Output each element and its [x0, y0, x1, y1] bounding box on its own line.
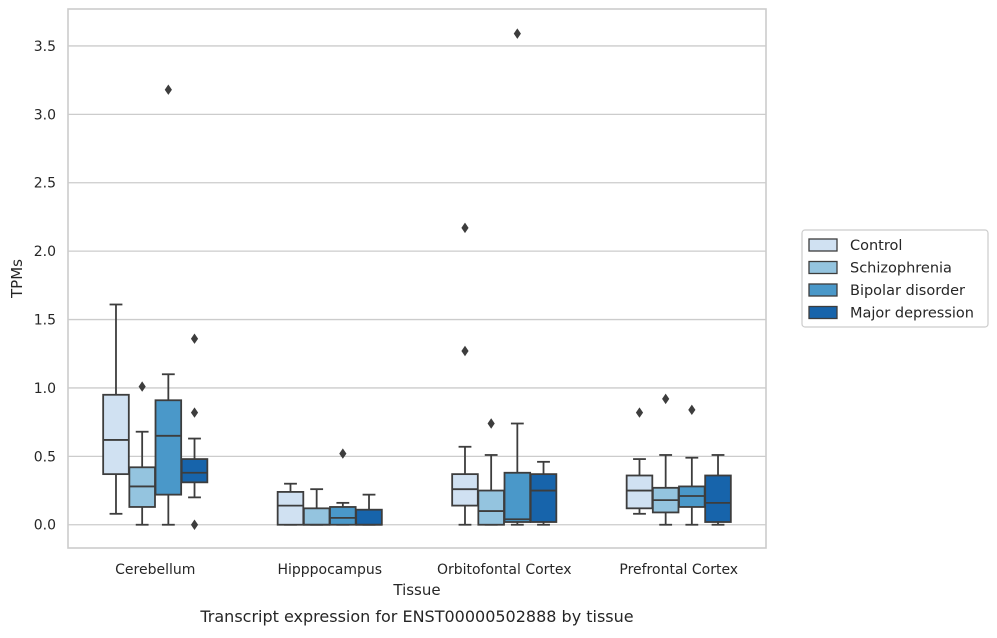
y-tick-label: 2.5	[34, 176, 56, 192]
plot-frame	[67, 8, 767, 549]
box-body	[477, 489, 505, 526]
box-layer	[102, 28, 732, 530]
y-tick-label: 2.0	[34, 244, 56, 260]
box-body	[180, 458, 209, 484]
box-schizophrenia	[477, 418, 505, 526]
outlier-point	[487, 418, 495, 429]
x-axis-label: Tissue	[392, 581, 440, 599]
outlier-point	[138, 381, 146, 392]
box-body	[102, 393, 130, 476]
box-control	[102, 303, 130, 515]
y-tick-label: 3.5	[34, 39, 56, 55]
y-tick-labels: 0.0 0.5 1.0 1.5 2.0 2.5 3.0 3.5	[34, 39, 56, 534]
outlier-point	[339, 448, 347, 459]
outlier-point	[190, 333, 199, 344]
legend-swatch	[808, 283, 838, 297]
box-body	[154, 399, 183, 496]
box-bipolar-disorder	[503, 28, 532, 526]
box-schizophrenia	[651, 393, 680, 526]
legend-swatch	[808, 260, 838, 275]
outlier-point	[635, 407, 644, 418]
legend-frame	[801, 229, 989, 328]
box-bipolar-disorder	[678, 404, 706, 526]
box-schizophrenia	[128, 381, 156, 526]
box-bipolar-disorder	[329, 448, 357, 526]
legend-swatch	[808, 305, 838, 320]
y-tick-label: 1.0	[34, 381, 56, 397]
outlier-point	[513, 28, 521, 39]
x-tick-label: Prefrontal Cortex	[619, 562, 738, 578]
legend-swatch	[808, 238, 838, 252]
box-schizophrenia	[302, 488, 331, 526]
box-body	[625, 474, 654, 510]
box-control	[276, 482, 305, 526]
x-tick-labels: Cerebellum Hipppocampus Orbitofontal Corte…	[115, 562, 738, 578]
box-body	[276, 491, 305, 526]
legend-label: Schizophrenia	[850, 261, 952, 277]
x-tick-label: Cerebellum	[115, 562, 195, 578]
x-tick-label: Hipppocampus	[277, 562, 382, 578]
box-bipolar-disorder	[154, 84, 183, 526]
box-major-depression	[355, 493, 383, 526]
box-major-depression	[529, 460, 558, 526]
y-tick-label: 0.0	[34, 518, 56, 534]
outlier-point	[688, 404, 696, 416]
gridlines	[68, 45, 766, 526]
x-tick-label: Orbitofontal Cortex	[437, 562, 572, 578]
box-control	[625, 407, 654, 515]
box-body	[503, 471, 532, 523]
legend: Control Schizophrenia Bipolar disorder Majo…	[801, 229, 989, 328]
box-body	[302, 507, 331, 526]
legend-label: Major depression	[850, 306, 974, 322]
legend-label: Bipolar disorder	[850, 283, 965, 299]
box-body	[704, 474, 732, 523]
box-major-depression	[180, 333, 209, 530]
outlier-point	[164, 84, 172, 95]
box-major-depression	[704, 454, 732, 526]
box-control	[451, 222, 479, 526]
figure-caption: Transcript expression for ENST0000050288…	[199, 607, 633, 626]
box-body	[329, 506, 357, 526]
outlier-point	[190, 519, 199, 530]
y-tick-label: 0.5	[34, 449, 56, 465]
outlier-point	[662, 393, 670, 405]
y-axis-label: TPMs	[8, 259, 26, 299]
box-body	[355, 508, 383, 526]
outlier-point	[461, 222, 469, 234]
outlier-point	[461, 345, 469, 357]
y-tick-label: 1.5	[34, 313, 56, 329]
outlier-point	[190, 407, 199, 418]
box-body	[529, 473, 558, 523]
legend-label: Control	[850, 238, 902, 254]
y-tick-label: 3.0	[34, 107, 56, 123]
